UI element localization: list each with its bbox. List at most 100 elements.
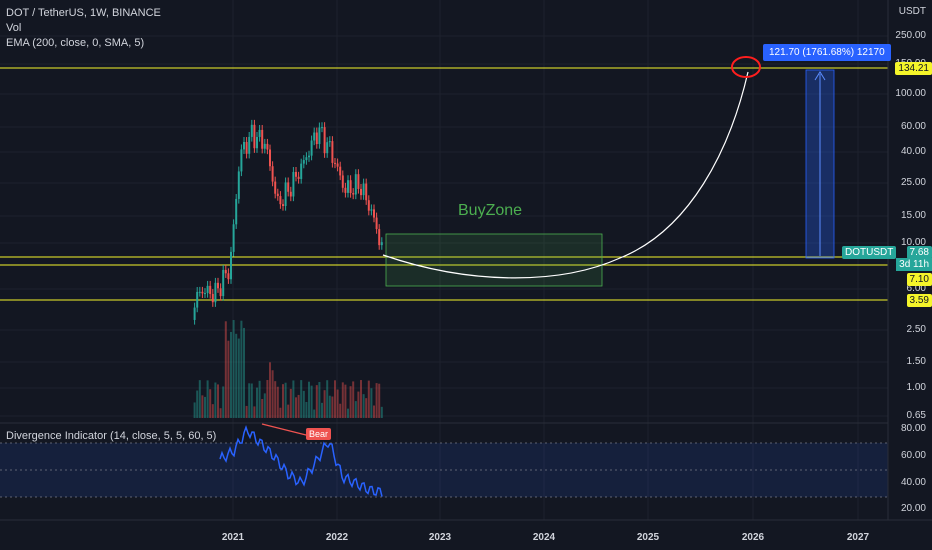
symbol-title[interactable]: DOT / TetherUS, 1W, BINANCE bbox=[6, 7, 161, 19]
time-axis-label: 2024 bbox=[532, 532, 556, 543]
chart-grid bbox=[0, 0, 888, 520]
candle-body bbox=[357, 174, 360, 189]
candle-body bbox=[237, 171, 240, 199]
volume-bar bbox=[295, 397, 297, 418]
candle-body bbox=[253, 124, 256, 149]
candle-body bbox=[362, 183, 365, 196]
candle-body bbox=[334, 162, 336, 164]
volume-bar bbox=[341, 382, 344, 418]
price-axis-label: 60.00 bbox=[900, 121, 926, 132]
volume-bar bbox=[378, 383, 381, 418]
candle-body bbox=[263, 143, 266, 149]
candle-body bbox=[367, 200, 370, 211]
volume-bar bbox=[217, 384, 219, 418]
price-axis-label: 1.50 bbox=[906, 356, 926, 367]
target-circle[interactable] bbox=[731, 56, 761, 78]
volume-bar bbox=[331, 396, 334, 418]
volume-bar bbox=[193, 402, 196, 418]
candle-body bbox=[227, 273, 230, 280]
volume-bar bbox=[237, 338, 240, 418]
time-axis-label: 2022 bbox=[325, 532, 349, 543]
buyzone-box[interactable] bbox=[385, 233, 603, 287]
volume-bar bbox=[253, 406, 256, 418]
volume-bar bbox=[287, 404, 290, 418]
volume-bar bbox=[305, 401, 308, 418]
buyzone-label: BuyZone bbox=[458, 202, 523, 219]
candle-body bbox=[266, 143, 269, 150]
candle-body bbox=[214, 282, 217, 303]
candle-body bbox=[305, 157, 308, 161]
volume-bar bbox=[279, 407, 282, 418]
candle-body bbox=[365, 183, 368, 201]
volume-bar bbox=[245, 405, 248, 418]
indicator-axis-label: 40.00 bbox=[900, 477, 926, 488]
candle-body bbox=[211, 293, 214, 303]
candle-body bbox=[292, 171, 295, 197]
volume-bar bbox=[196, 390, 199, 418]
volume-bar bbox=[328, 395, 331, 418]
measure-callout: 121.70 (1761.68%) 12170 bbox=[763, 44, 891, 61]
candle-body bbox=[326, 142, 329, 154]
price-axis-label: 100.00 bbox=[895, 88, 926, 99]
volume-bar bbox=[380, 406, 383, 418]
volume-bar bbox=[204, 396, 206, 418]
candle-body bbox=[302, 160, 305, 164]
price-axis-label: 6.00 bbox=[906, 283, 926, 294]
volume-bar bbox=[362, 394, 365, 418]
candle-body bbox=[209, 285, 212, 294]
volume-bar bbox=[347, 408, 349, 418]
volume-bar bbox=[373, 405, 375, 418]
candle-body bbox=[380, 242, 383, 246]
candle-body bbox=[235, 198, 238, 225]
volume-bar bbox=[209, 389, 212, 418]
projection-curve[interactable] bbox=[382, 71, 749, 279]
indicator-legend[interactable]: Divergence Indicator (14, close, 5, 5, 6… bbox=[6, 430, 217, 442]
volume-bar bbox=[256, 387, 258, 418]
volume-bar bbox=[352, 381, 355, 418]
currency-label: USDT bbox=[898, 6, 926, 17]
candle-body bbox=[339, 166, 342, 176]
volume-bar bbox=[198, 380, 201, 418]
price-axis-label: 15.00 bbox=[900, 210, 926, 221]
ema-legend[interactable]: EMA (200, close, 0, SMA, 5) bbox=[6, 37, 145, 49]
candle-body bbox=[331, 141, 334, 163]
candle-body bbox=[370, 209, 373, 211]
candle-body bbox=[276, 193, 279, 197]
candle-body bbox=[193, 307, 196, 320]
candle-body bbox=[297, 176, 300, 179]
volume-bar bbox=[219, 408, 222, 418]
candles bbox=[193, 119, 383, 325]
volume-bar bbox=[222, 386, 225, 418]
volume-legend[interactable]: Vol bbox=[6, 22, 22, 34]
candle-body bbox=[204, 293, 206, 295]
price-axis-label: 250.00 bbox=[895, 30, 926, 41]
volume-bar bbox=[201, 395, 204, 418]
time-axis-label: 2021 bbox=[221, 532, 245, 543]
volume-bar bbox=[365, 398, 368, 418]
volume-bar bbox=[302, 390, 305, 418]
candle-body bbox=[354, 174, 357, 195]
candle-body bbox=[240, 149, 243, 172]
volume-bar bbox=[334, 380, 336, 418]
volume-bar bbox=[318, 382, 321, 418]
candle-body bbox=[282, 204, 284, 206]
candle-body bbox=[360, 188, 362, 196]
candle-body bbox=[321, 127, 323, 129]
volume-bar bbox=[321, 402, 323, 418]
price-tag-low: 3.59 bbox=[906, 294, 932, 307]
candle-body bbox=[308, 155, 310, 158]
volume-bar bbox=[206, 380, 209, 418]
candle-body bbox=[243, 141, 245, 150]
price-axis-label: 2.50 bbox=[906, 324, 926, 335]
candle-body bbox=[378, 229, 381, 246]
candle-body bbox=[300, 163, 303, 179]
measure-arrowhead bbox=[814, 71, 826, 81]
candle-body bbox=[349, 180, 352, 194]
volume-bar bbox=[360, 380, 362, 418]
volume-bar bbox=[230, 331, 232, 418]
volume-bar bbox=[276, 386, 279, 418]
candle-body bbox=[323, 127, 326, 154]
volume-bar bbox=[336, 389, 339, 418]
volume-bar bbox=[310, 385, 313, 418]
